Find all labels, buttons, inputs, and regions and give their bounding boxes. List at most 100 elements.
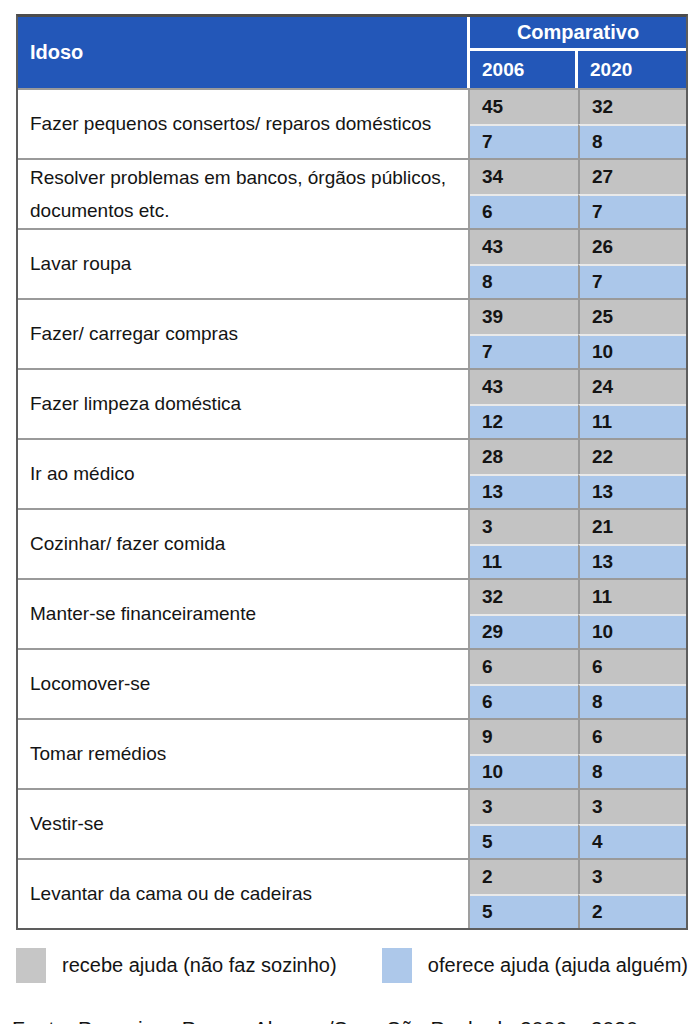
value-recebe-2020: 27 (578, 160, 686, 194)
activity-label-cell: Tomar remédios (18, 720, 470, 788)
activity-label: Fazer limpeza doméstica (30, 387, 241, 420)
value-recebe-2006: 32 (470, 580, 578, 614)
activity-label: Lavar roupa (30, 247, 131, 280)
value-oferece-2020: 4 (578, 824, 686, 858)
value-recebe-2006: 43 (470, 370, 578, 404)
value-oferece-2020: 13 (578, 544, 686, 578)
table-body: Fazer pequenos consertos/ reparos domést… (18, 90, 686, 928)
table-row-group: Tomar remédios 9 6 10 8 (18, 720, 686, 790)
value-recebe-2006: 6 (470, 650, 578, 684)
activity-label-cell: Ir ao médico (18, 440, 470, 508)
value-recebe-2006: 3 (470, 510, 578, 544)
source-note: Fonte: Pesquisas Perseu Abramo/Sesc São … (12, 1017, 698, 1024)
value-recebe-2020: 25 (578, 300, 686, 334)
table-row-group: Levantar da cama ou de cadeiras 2 3 5 2 (18, 860, 686, 928)
activity-label-cell: Manter-se financeiramente (18, 580, 470, 648)
value-recebe-2020: 3 (578, 860, 686, 894)
value-recebe-2020: 32 (578, 90, 686, 124)
value-recebe-2006: 45 (470, 90, 578, 124)
table-row-group: Vestir-se 3 3 5 4 (18, 790, 686, 860)
value-recebe-2020: 22 (578, 440, 686, 474)
value-oferece-2006: 5 (470, 824, 578, 858)
header-comparativo-label: Comparativo (517, 21, 639, 44)
activity-label-cell: Resolver problemas em bancos, órgãos púb… (18, 160, 470, 228)
value-oferece-2020: 8 (578, 754, 686, 788)
legend-oferece-label: oferece ajuda (ajuda alguém) (428, 954, 688, 977)
activity-label: Fazer/ carregar compras (30, 317, 238, 350)
header-comparativo: Comparativo (470, 17, 686, 51)
value-oferece-2006: 11 (470, 544, 578, 578)
header-idoso-label: Idoso (30, 41, 83, 64)
value-oferece-2020: 10 (578, 614, 686, 648)
value-oferece-2020: 7 (578, 194, 686, 228)
value-oferece-2020: 13 (578, 474, 686, 508)
activity-label: Cozinhar/ fazer comida (30, 527, 225, 560)
header-year-2020-label: 2020 (590, 59, 632, 81)
table-row-group: Resolver problemas em bancos, órgãos púb… (18, 160, 686, 230)
activity-label-cell: Cozinhar/ fazer comida (18, 510, 470, 578)
oferece-swatch-icon (382, 948, 412, 983)
value-recebe-2006: 28 (470, 440, 578, 474)
activity-label-cell: Levantar da cama ou de cadeiras (18, 860, 470, 928)
value-recebe-2020: 6 (578, 650, 686, 684)
activity-label: Manter-se financeiramente (30, 597, 256, 630)
comparativo-table: Idoso Comparativo 2006 2020 Fazer pequen… (16, 14, 688, 930)
value-recebe-2006: 9 (470, 720, 578, 754)
legend: recebe ajuda (não faz sozinho) oferece a… (16, 948, 688, 983)
table-header: Idoso Comparativo 2006 2020 (18, 17, 686, 90)
recebe-swatch-icon (16, 948, 46, 983)
activity-label: Locomover-se (30, 667, 150, 700)
value-recebe-2020: 6 (578, 720, 686, 754)
activity-label-cell: Fazer limpeza doméstica (18, 370, 470, 438)
value-oferece-2006: 13 (470, 474, 578, 508)
table-row-group: Ir ao médico 28 22 13 13 (18, 440, 686, 510)
value-recebe-2020: 24 (578, 370, 686, 404)
value-oferece-2006: 8 (470, 264, 578, 298)
activity-label: Resolver problemas em bancos, órgãos púb… (30, 161, 454, 228)
activity-label-cell: Fazer pequenos consertos/ reparos domést… (18, 90, 470, 158)
value-oferece-2006: 6 (470, 684, 578, 718)
activity-label: Ir ao médico (30, 457, 135, 490)
value-recebe-2006: 34 (470, 160, 578, 194)
value-recebe-2020: 11 (578, 580, 686, 614)
header-year-2006-label: 2006 (482, 59, 524, 81)
value-recebe-2006: 43 (470, 230, 578, 264)
activity-label: Levantar da cama ou de cadeiras (30, 877, 312, 910)
table-row-group: Cozinhar/ fazer comida 3 21 11 13 (18, 510, 686, 580)
header-year-2020: 2020 (578, 51, 686, 88)
value-oferece-2020: 8 (578, 684, 686, 718)
activity-label: Tomar remédios (30, 737, 166, 770)
legend-recebe-label: recebe ajuda (não faz sozinho) (62, 954, 337, 977)
value-oferece-2020: 2 (578, 894, 686, 928)
table-row-group: Lavar roupa 43 26 8 7 (18, 230, 686, 300)
value-oferece-2006: 5 (470, 894, 578, 928)
page: Idoso Comparativo 2006 2020 Fazer pequen… (0, 0, 698, 1024)
header-year-2006: 2006 (470, 51, 578, 88)
table-row-group: Fazer pequenos consertos/ reparos domést… (18, 90, 686, 160)
activity-label: Vestir-se (30, 807, 104, 840)
table-row-group: Locomover-se 6 6 6 8 (18, 650, 686, 720)
value-oferece-2020: 8 (578, 124, 686, 158)
legend-item-oferece: oferece ajuda (ajuda alguém) (382, 948, 688, 983)
value-recebe-2020: 26 (578, 230, 686, 264)
value-recebe-2020: 3 (578, 790, 686, 824)
value-oferece-2006: 10 (470, 754, 578, 788)
header-idoso: Idoso (18, 17, 470, 88)
table-row-group: Fazer/ carregar compras 39 25 7 10 (18, 300, 686, 370)
value-oferece-2020: 11 (578, 404, 686, 438)
value-recebe-2006: 39 (470, 300, 578, 334)
activity-label-cell: Vestir-se (18, 790, 470, 858)
activity-label-cell: Lavar roupa (18, 230, 470, 298)
legend-item-recebe: recebe ajuda (não faz sozinho) (16, 948, 337, 983)
value-oferece-2006: 6 (470, 194, 578, 228)
value-oferece-2006: 7 (470, 124, 578, 158)
activity-label-cell: Locomover-se (18, 650, 470, 718)
value-recebe-2006: 3 (470, 790, 578, 824)
value-recebe-2006: 2 (470, 860, 578, 894)
activity-label-cell: Fazer/ carregar compras (18, 300, 470, 368)
activity-label: Fazer pequenos consertos/ reparos domést… (30, 107, 431, 140)
table-row-group: Manter-se financeiramente 32 11 29 10 (18, 580, 686, 650)
table-row-group: Fazer limpeza doméstica 43 24 12 11 (18, 370, 686, 440)
value-oferece-2006: 12 (470, 404, 578, 438)
value-recebe-2020: 21 (578, 510, 686, 544)
